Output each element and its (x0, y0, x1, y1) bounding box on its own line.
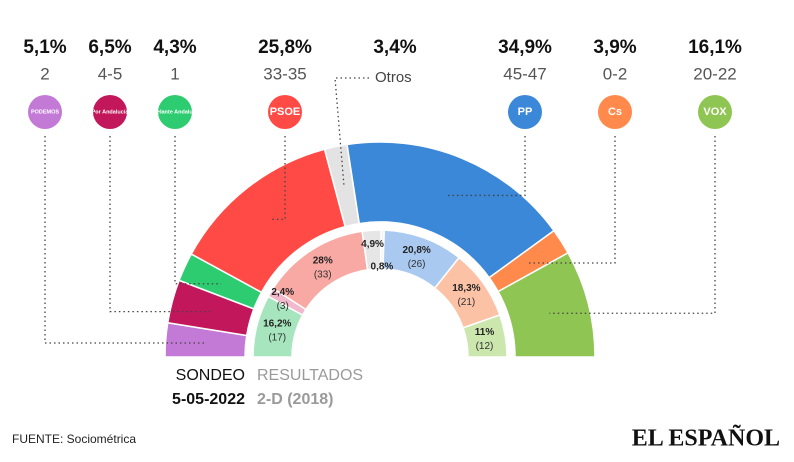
source: FUENTE: Sociométrica (12, 432, 136, 446)
value-label: 16,1% (688, 37, 742, 58)
value-label: 25,8% (258, 37, 312, 58)
seats-label: (12) (476, 341, 494, 352)
value-label: 20,8% (402, 245, 430, 256)
value-label: 5,1% (23, 37, 66, 58)
leader-line (527, 136, 616, 264)
seats-label: 45-47 (503, 64, 546, 83)
logo-text: Otros (375, 69, 412, 86)
leader-line (271, 136, 286, 221)
value-label: 11% (475, 327, 495, 338)
party-logo (93, 95, 127, 129)
seats-label: (17) (268, 333, 286, 344)
value-label: 34,9% (498, 37, 552, 58)
party-logo (598, 95, 632, 129)
party-logo (158, 95, 192, 129)
logo-text: VOX (703, 106, 727, 118)
seats-label: 4-5 (98, 64, 123, 83)
seats-label: 0-2 (603, 64, 628, 83)
value-label: 3,9% (593, 37, 636, 58)
seats-label: (33) (314, 269, 332, 280)
party-logo (268, 95, 302, 129)
series-date: 5-05-2022 (172, 391, 245, 408)
seats-label: 20-22 (693, 64, 736, 83)
brand: EL ESPAÑOL (632, 426, 780, 452)
value-label: 16,2% (263, 319, 291, 330)
seats-label: (3) (277, 301, 289, 312)
logo-text: Cs (608, 106, 622, 118)
leader-line (447, 136, 526, 197)
logo-text: PSOE (270, 106, 301, 118)
segment (497, 251, 596, 358)
party-logo (698, 95, 732, 129)
value-label: 28% (313, 255, 333, 266)
series-name: SONDEO (176, 367, 245, 384)
seats-label: 2 (40, 64, 49, 83)
value-label: 3,4% (373, 37, 416, 58)
value-label: 2,4% (271, 287, 294, 298)
seats-label: 1 (170, 64, 179, 83)
value-label: 4,3% (153, 37, 196, 58)
seats-label: (26) (408, 259, 426, 270)
value-label: 6,5% (88, 37, 131, 58)
value-label: 4,9% (361, 239, 384, 250)
party-logo (28, 95, 62, 129)
logo-text: Por Andalucía (92, 109, 130, 115)
logo-text: PP (518, 106, 533, 118)
series-date: 2-D (2018) (257, 391, 333, 408)
leader-line (549, 136, 716, 314)
logo-text: Adelante Andalucía (150, 109, 202, 115)
value-label: 0,8% (371, 262, 394, 273)
seats-label: (21) (457, 297, 475, 308)
leader-line (109, 136, 211, 313)
series-name: RESULTADOS (257, 367, 363, 384)
party-logo (508, 95, 542, 129)
value-label: 18,3% (452, 283, 480, 294)
logo-text: PODEMOS (31, 109, 59, 115)
segment (462, 313, 508, 358)
seats-label: 33-35 (263, 64, 306, 83)
leader-line (44, 136, 206, 344)
